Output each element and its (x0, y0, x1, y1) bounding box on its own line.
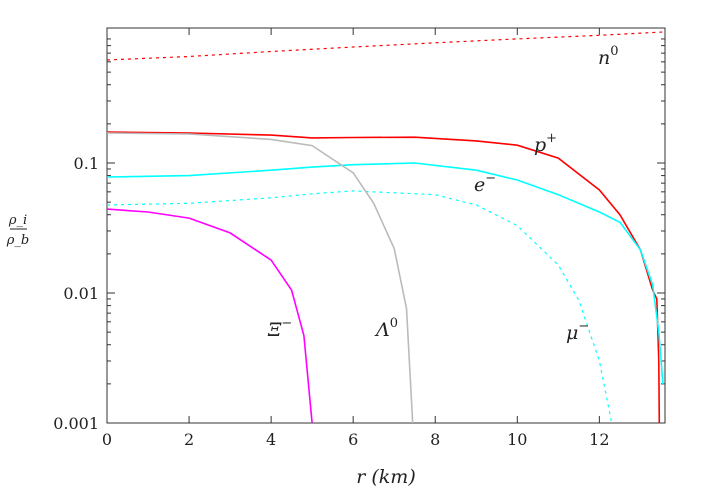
series-label-sup: 0 (610, 44, 618, 59)
y-tick-label: 0.1 (74, 154, 99, 173)
x-tick-label: 12 (589, 430, 609, 449)
series-label-base: Λ (374, 319, 390, 341)
series-line-5 (106, 208, 313, 424)
series-label-sup: 0 (390, 316, 398, 331)
x-tick-label: 10 (507, 430, 527, 449)
series-label-2: e− (474, 171, 496, 196)
series-label-base: n (598, 47, 610, 69)
y-axis-label: ρ_i ρ_b (6, 213, 29, 248)
x-tick-label: 4 (266, 430, 276, 449)
series-label-3: μ− (566, 319, 589, 344)
series-label-base: p (534, 134, 546, 156)
x-tick-label: 0 (102, 430, 112, 449)
series-line-4 (106, 132, 414, 424)
y-tick-label: 0.01 (63, 284, 99, 303)
series-label-4: Λ0 (374, 316, 398, 341)
x-tick-label: 2 (184, 430, 194, 449)
series-line-3 (106, 190, 613, 424)
y-axis-label-denominator: ρ_b (6, 233, 29, 248)
series-line-2 (106, 162, 664, 384)
x-tick-label: 6 (348, 430, 358, 449)
series-line-1 (106, 131, 661, 424)
series-label-base: μ (566, 322, 578, 344)
y-axis-label-numerator: ρ_i (8, 213, 27, 228)
series-label-sup: + (546, 131, 557, 146)
series-line-0 (106, 31, 666, 61)
series-label-base: Ξ (267, 319, 282, 341)
x-axis-label: r (km) (356, 466, 415, 488)
series-label-0: n0 (598, 44, 619, 69)
series-label-sup: − (485, 171, 496, 186)
series-label-1: p+ (534, 131, 557, 156)
series-label-base: e (474, 174, 485, 196)
series-label-sup: − (578, 319, 589, 334)
plot-frame (106, 27, 666, 424)
series-label-sup: − (281, 316, 292, 331)
series-label-5: Ξ− (267, 316, 292, 341)
y-tick-label: 0.001 (53, 414, 99, 433)
x-tick-label: 8 (430, 430, 440, 449)
